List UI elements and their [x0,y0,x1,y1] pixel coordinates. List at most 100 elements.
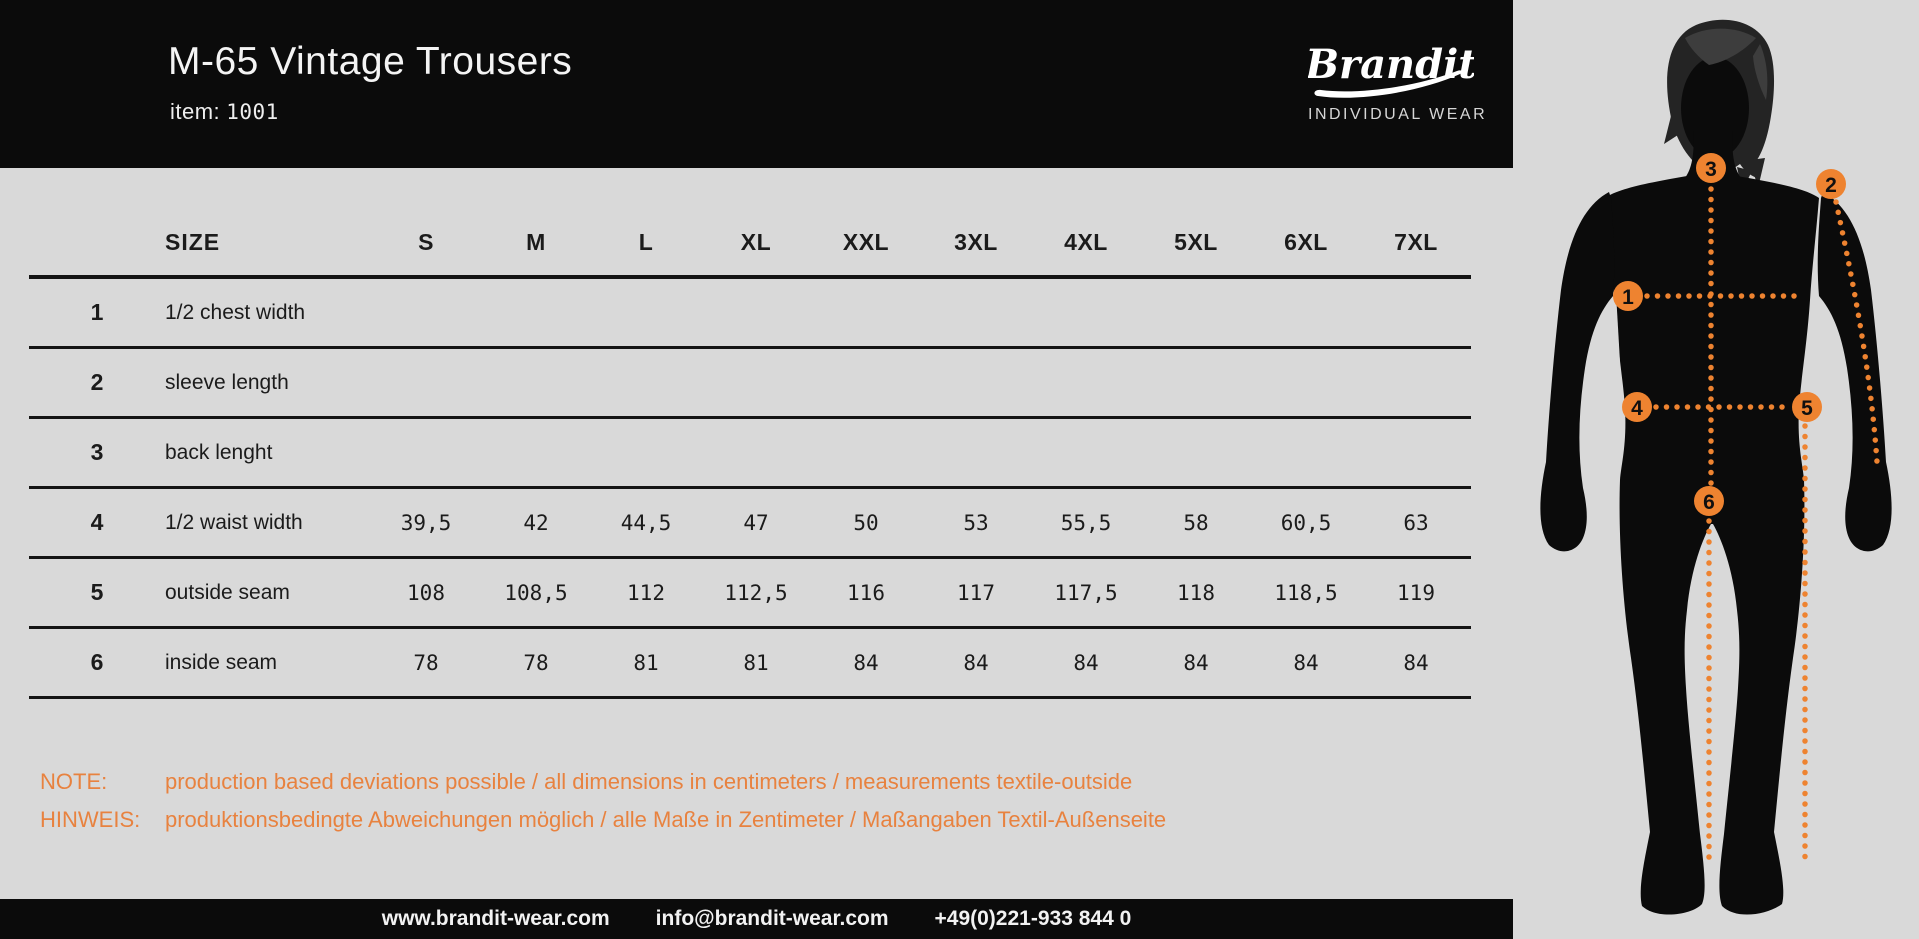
table-row: 2 sleeve length [29,349,1471,419]
size-value-cell: 58 [1183,510,1209,535]
marker-circle [1696,153,1726,183]
size-value-cell: 118,5 [1274,580,1338,605]
size-value-cell: 81 [633,650,659,675]
hinweis-label: HINWEIS: [40,807,141,832]
size-value-cell: 78 [413,650,439,675]
size-value-cell: 84 [853,650,879,675]
size-value-cell: 112,5 [724,580,788,605]
size-column-header: 5XL [1174,229,1218,255]
row-label: 1/2 waist width [165,510,303,534]
size-value-cell: 112 [627,580,665,605]
header-bar: M-65 Vintage Trousers item: 1001 Brandit … [0,0,1513,168]
row-number: 2 [90,369,104,395]
size-guide-figure: 1 2 3 4 5 6 [1540,19,1892,915]
hair-spike-right [1750,158,1765,188]
row-number: 6 [90,649,104,675]
marker-number: 4 [1631,397,1643,420]
size-value-cell: 42 [523,510,549,535]
measurement-marker-5: 5 [1792,392,1822,422]
torso-legs-silhouette [1605,176,1819,915]
brand-tagline: INDIVIDUAL WEAR [1308,106,1488,123]
size-column-header: L [638,229,654,255]
marker-number: 6 [1703,491,1715,514]
armpit-gap-left [1598,293,1620,362]
note-label: NOTE: [40,769,108,794]
brand-logo-script: Brandit [1308,41,1474,98]
size-value-cell: 116 [847,580,885,605]
measurement-marker-4: 4 [1622,392,1652,422]
size-column-header: 3XL [954,229,998,255]
size-value-cell: 118 [1177,580,1215,605]
table-row: 1 1/2 chest width [29,279,1471,349]
table-row: 5 outside seam 108 108,5 112 112,5 116 117 117,5… [29,559,1471,629]
size-value-cell: 119 [1397,580,1435,605]
size-value-cell: 84 [1403,650,1429,675]
size-value-cell: 84 [1073,650,1099,675]
size-column-header: XXL [842,229,890,255]
marker-number: 3 [1705,158,1717,181]
table-row: 6 inside seam 78 78 81 81 84 84 84 84 84 84 [29,629,1471,699]
row-label: outside seam [165,580,290,604]
footer-website: www.brandit-wear.com [381,907,610,930]
size-header-label: SIZE [165,229,221,255]
size-value-cell: 50 [853,510,879,535]
hinweis-text: produktionsbedingte Abweichungen möglich… [165,807,1167,832]
hair-sideburn-left [1664,108,1681,144]
size-column-header: M [526,229,546,255]
marker-circle [1613,281,1643,311]
measurement-marker-3: 3 [1696,153,1726,183]
size-value-cell: 39,5 [400,510,452,535]
size-column-header: 4XL [1064,229,1108,255]
size-column-header: 6XL [1284,229,1328,255]
marker-number: 1 [1622,286,1634,309]
hair-fringe-streak [1685,28,1756,65]
row-number: 1 [90,299,104,325]
table-row: 4 1/2 waist width 39,5 42 44,5 47 50 53 55,5 58 60… [29,489,1471,559]
marker-circle [1622,392,1652,422]
logo-underline-swoosh [1314,70,1463,98]
row-label: 1/2 chest width [165,300,306,324]
size-value-cell: 108 [407,580,445,605]
size-column-header: S [418,229,434,255]
item-value: 1001 [226,100,279,124]
item-number: item: 1001 [170,99,279,125]
brand-logo: Brandit INDIVIDUAL WEAR [1308,38,1488,124]
footer-bar: www.brandit-wear.com info@brandit-wear.c… [0,899,1513,939]
footer-email: info@brandit-wear.com [655,907,889,930]
row-label: sleeve length [165,370,289,394]
marker-circle [1694,486,1724,516]
size-value-cell: 81 [743,650,769,675]
size-value-cell: 84 [1183,650,1209,675]
row-number: 3 [90,439,104,465]
right-arm-silhouette [1817,192,1892,552]
size-value-cell: 44,5 [620,510,672,535]
marker-circle [1816,169,1846,199]
left-arm-silhouette [1540,192,1615,552]
size-table-header-row: SIZE S M L XL XXL 3XL 4XL 5XL 6XL 7XL [29,210,1471,279]
row-number: 5 [90,579,104,605]
size-value-cell: 117,5 [1054,580,1118,605]
note-text: production based deviations possible / a… [165,769,1133,794]
marker-number: 2 [1825,174,1837,197]
size-table-body: 1 1/2 chest width 2 sleeve length 3 back leng… [29,279,1471,699]
marker-circle [1792,392,1822,422]
row-label: inside seam [165,650,278,674]
size-value-cell: 117 [957,580,995,605]
footer-phone: +49(0)221-933 844 0 [934,907,1132,930]
row-number: 4 [90,509,104,535]
marker-number: 5 [1801,397,1813,420]
armpit-gap-right [1812,293,1834,362]
size-value-cell: 108,5 [504,580,568,605]
table-row: 3 back lenght [29,419,1471,489]
size-value-cell: 78 [523,650,549,675]
measurement-line-sleeve-length [1833,199,1880,465]
row-label: back lenght [165,440,273,464]
measurement-marker-2: 2 [1816,169,1846,199]
measurement-marker-6: 6 [1694,486,1724,516]
notes-block: NOTE: production based deviations possib… [40,763,1166,839]
size-value-cell: 53 [963,510,989,535]
item-label: item: [170,99,221,124]
brand-name-text: Brandit [1308,41,1474,88]
size-value-cell: 55,5 [1060,510,1112,535]
